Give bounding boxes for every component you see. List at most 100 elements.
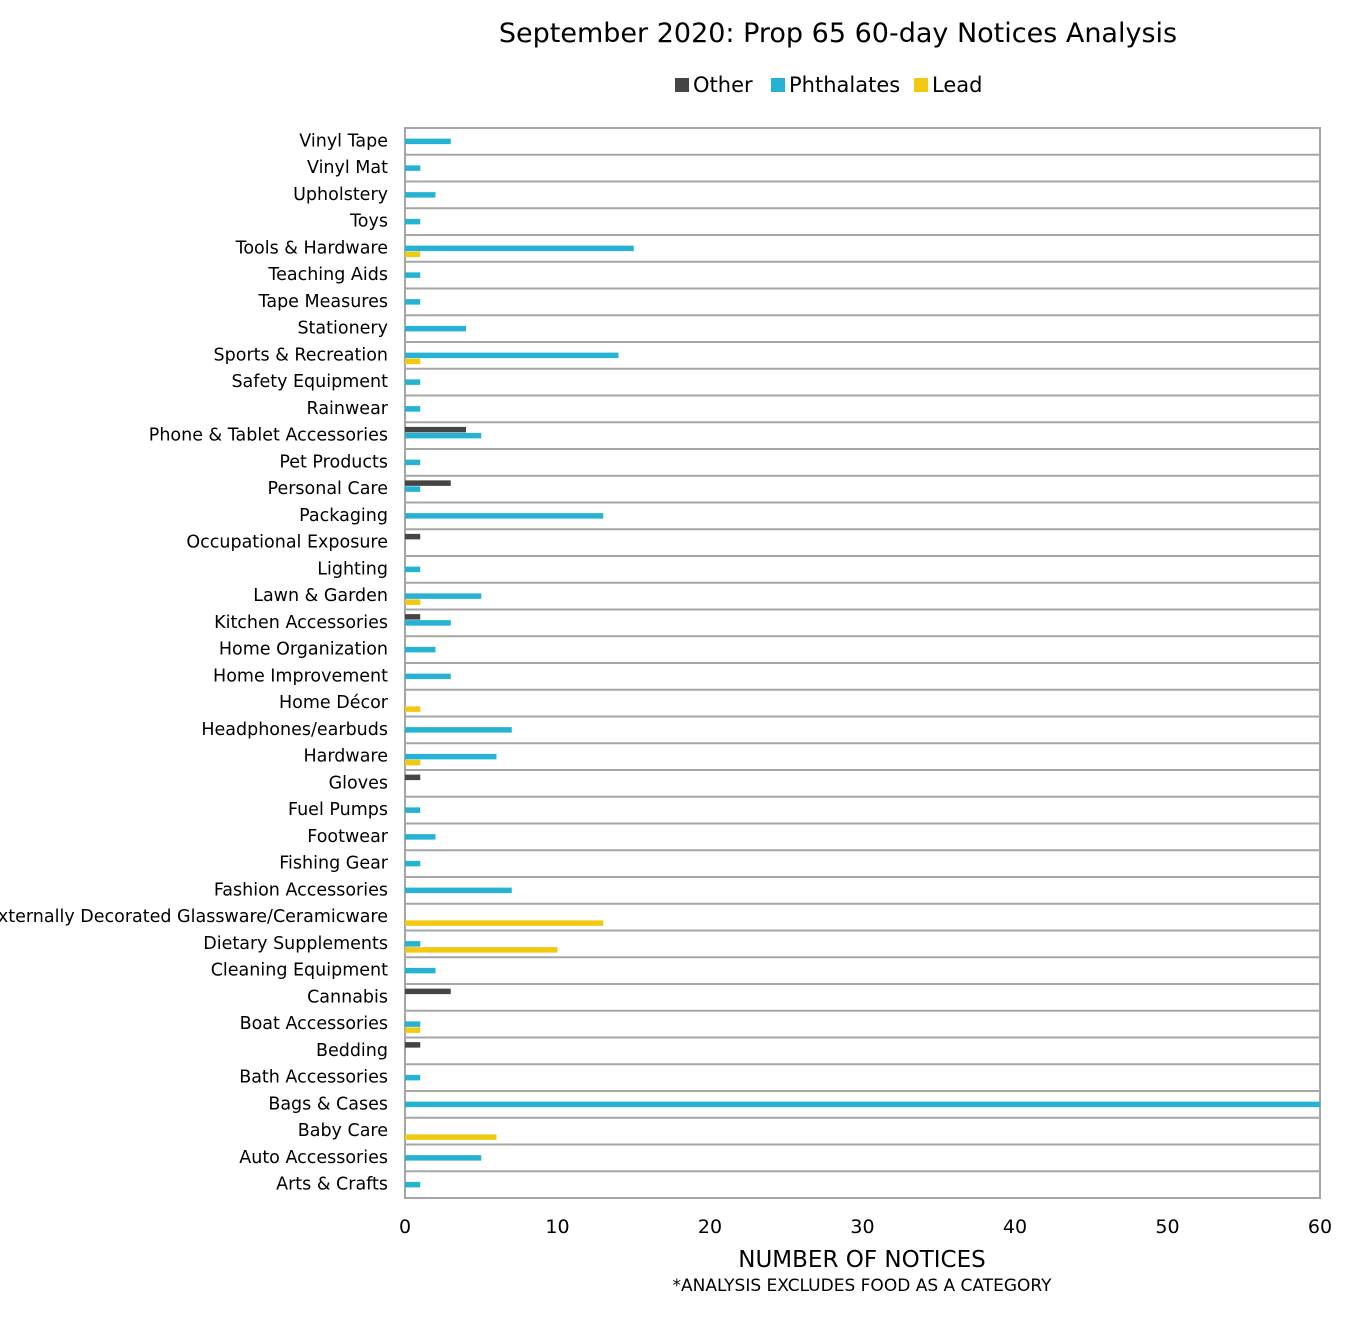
x-axis-label: NUMBER OF NOTICES (738, 1247, 985, 1273)
bar-lead (405, 599, 421, 605)
category-label: Headphones/earbuds (201, 720, 388, 740)
x-tick-label: 50 (1155, 1216, 1179, 1238)
category-label: Baby Care (298, 1121, 388, 1141)
bar-phthalates (405, 486, 421, 492)
bar-other (405, 426, 466, 433)
bar-phthalates (405, 860, 421, 867)
legend-label: Other (693, 73, 753, 97)
category-label: Lawn & Garden (253, 586, 388, 606)
bar-phthalates (405, 967, 436, 974)
category-label: Phone & Tablet Accessories (149, 426, 388, 446)
category-label: Tools & Hardware (235, 238, 388, 258)
legend-swatch (771, 78, 785, 92)
x-tick-label: 20 (698, 1216, 722, 1238)
category-label: Fashion Accessories (214, 880, 388, 900)
bar-phthalates (405, 1021, 421, 1027)
legend-swatch (914, 78, 928, 92)
bar-phthalates (405, 299, 421, 305)
bar-other (405, 1042, 421, 1048)
category-label: Cleaning Equipment (211, 961, 388, 981)
bar-phthalates (405, 245, 634, 252)
category-label: Lighting (317, 559, 388, 579)
plot-area (404, 127, 1321, 1199)
category-label: Boat Accessories (240, 1014, 388, 1034)
category-label: Occupational Exposure (186, 533, 388, 553)
bars (405, 138, 1320, 1188)
bar-phthalates (405, 513, 604, 519)
bar-other (405, 533, 421, 540)
category-label: Footwear (307, 827, 389, 847)
bar-phthalates (405, 566, 421, 573)
category-label: Dietary Supplements (203, 934, 388, 954)
bar-phthalates (405, 325, 466, 332)
category-label: Pet Products (279, 452, 388, 472)
category-label: Toys (349, 212, 388, 232)
bar-phthalates (405, 1101, 1320, 1108)
bar-phthalates (405, 593, 482, 599)
category-label: Packaging (299, 506, 388, 526)
bar-lead (405, 358, 421, 365)
category-label: Home Improvement (213, 666, 388, 686)
x-tick-label: 10 (545, 1216, 569, 1238)
category-label: Vinyl Tape (299, 131, 388, 151)
category-label: Fishing Gear (279, 854, 389, 874)
bar-lead (405, 920, 604, 926)
bar-phthalates (405, 727, 512, 733)
category-label: Personal Care (268, 479, 388, 499)
category-label: Sports & Recreation (214, 345, 388, 365)
category-label: Home Organization (219, 640, 388, 660)
category-label: Tape Measures (258, 292, 388, 312)
category-label: Safety Equipment (231, 372, 388, 392)
category-label: Externally Decorated Glassware/Ceramicwa… (0, 907, 388, 927)
legend-label: Phthalates (789, 73, 900, 97)
category-label: Home Décor (279, 693, 389, 713)
x-axis-ticks: 0 10 20 30 40 50 60 (399, 1216, 1332, 1238)
bar-lead (405, 947, 558, 953)
bar-phthalates (405, 807, 421, 813)
bar-phthalates (405, 138, 451, 145)
chart-title: September 2020: Prop 65 60-day Notices A… (499, 18, 1177, 49)
x-tick-label: 30 (850, 1216, 874, 1238)
category-label: Fuel Pumps (288, 800, 388, 820)
category-label: Kitchen Accessories (214, 613, 388, 633)
bar-phthalates (405, 192, 436, 198)
bar-other (405, 774, 421, 781)
bar-phthalates (405, 834, 436, 840)
category-label: Teaching Aids (267, 265, 388, 285)
bar-phthalates (405, 941, 421, 947)
bar-lead (405, 759, 421, 766)
bar-phthalates (405, 218, 421, 225)
x-tick-label: 40 (1003, 1216, 1027, 1238)
category-label: Upholstery (293, 185, 388, 205)
legend-label: Lead (932, 73, 982, 97)
bar-phthalates (405, 1074, 421, 1081)
category-label: Bath Accessories (239, 1068, 388, 1088)
bar-phthalates (405, 753, 497, 760)
category-label: Vinyl Mat (307, 158, 388, 178)
bar-lead (405, 1134, 497, 1140)
bar-phthalates (405, 673, 451, 680)
category-label: Stationery (297, 319, 388, 339)
bar-phthalates (405, 459, 421, 466)
bar-lead (405, 251, 421, 258)
bar-phthalates (405, 165, 421, 171)
bar-other (405, 480, 451, 486)
analysis-note: *ANALYSIS EXCLUDES FOOD AS A CATEGORY (672, 1276, 1052, 1296)
category-labels: Vinyl Tape Vinyl Mat Upholstery Toys Tools &… (0, 131, 389, 1194)
x-tick-label: 0 (399, 1216, 411, 1238)
category-label: Cannabis (307, 987, 388, 1007)
bar-lead (405, 706, 421, 712)
bar-phthalates (405, 432, 482, 439)
category-label: Bedding (316, 1041, 388, 1061)
x-tick-label: 60 (1308, 1216, 1332, 1238)
bar-lead (405, 1027, 421, 1033)
category-label: Arts & Crafts (276, 1175, 388, 1195)
bar-phthalates (405, 352, 619, 359)
bar-other (405, 988, 451, 995)
bar-phthalates (405, 406, 421, 412)
legend-swatch (675, 78, 689, 92)
category-label: Auto Accessories (239, 1148, 388, 1168)
bar-phthalates (405, 620, 451, 626)
bar-phthalates (405, 646, 436, 653)
